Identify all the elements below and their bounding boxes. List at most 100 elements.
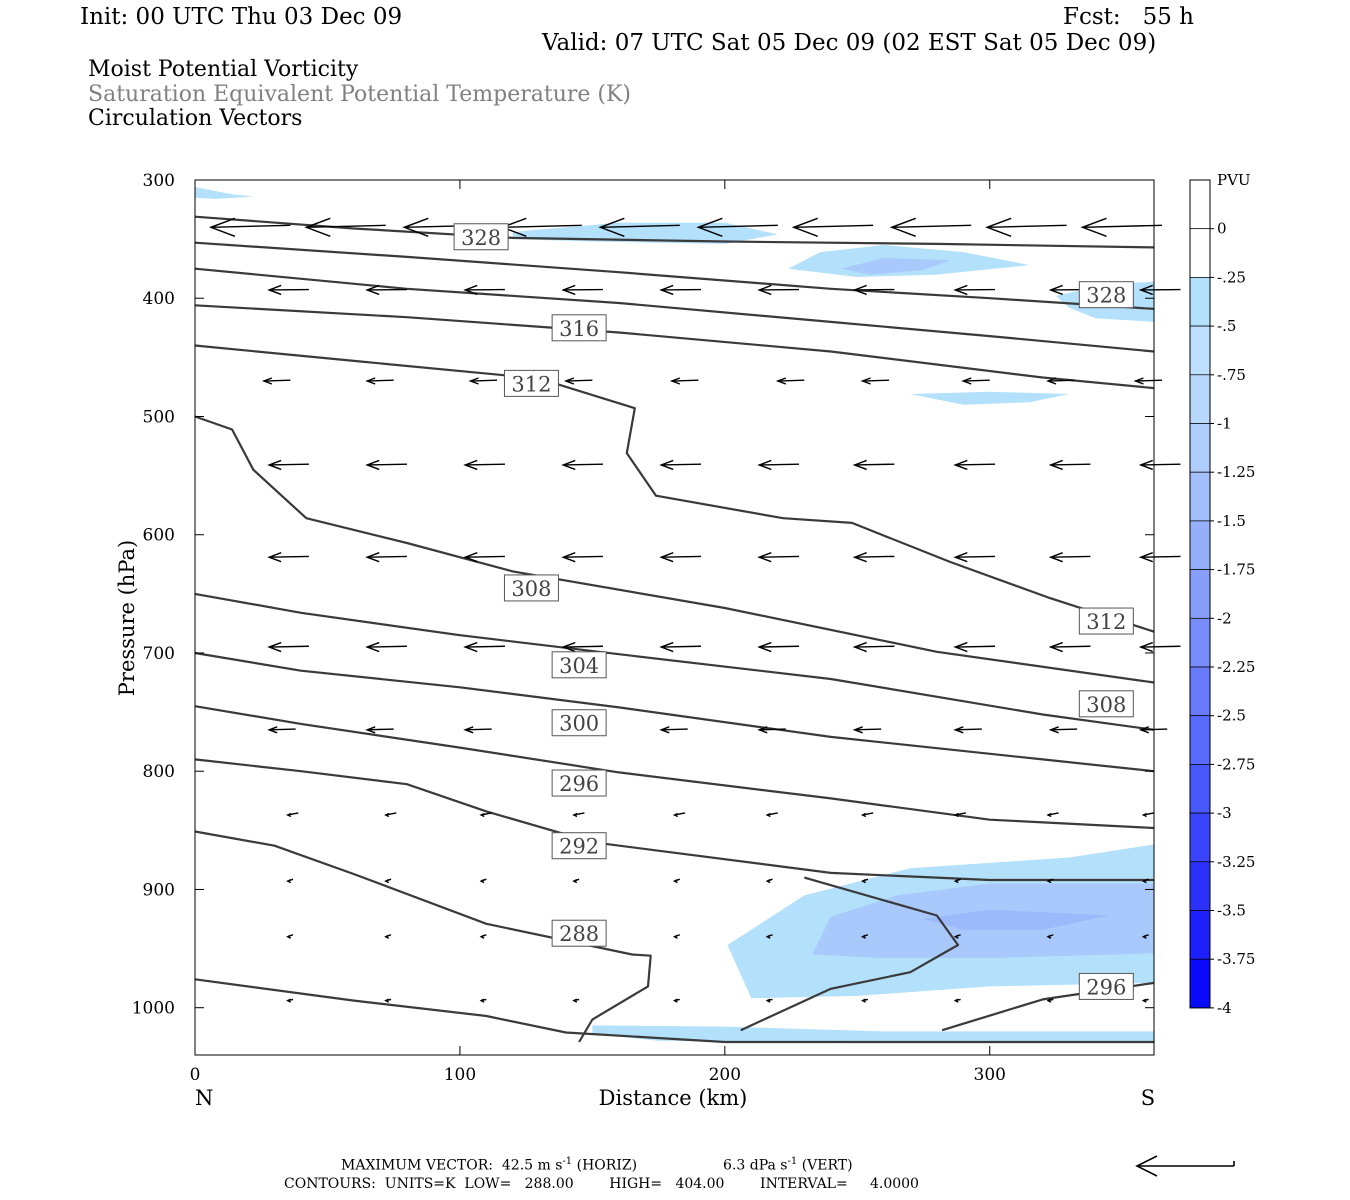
vector-head <box>765 934 771 939</box>
vector-head <box>1046 377 1057 385</box>
vector-head <box>852 284 867 296</box>
vector-head <box>1080 217 1107 237</box>
vector-head <box>953 879 959 884</box>
vector-head <box>1138 641 1153 653</box>
colorbar: 0 -.25 -.5 -.75 -1 -1.25 -1.5 -1.75 -2 -2.25 -2.5 -… <box>1189 179 1255 1017</box>
contour-label-box <box>1078 972 1134 1000</box>
colorbar-frame <box>1189 179 1211 1009</box>
contour-label-text: 312 <box>511 372 551 396</box>
contour-label-box <box>551 651 607 679</box>
theta-contour-292 <box>194 758 1154 882</box>
circulation-vector <box>1141 812 1155 818</box>
contour-label-text: 296 <box>559 772 599 796</box>
circulation-vector <box>208 217 291 237</box>
theta-contour-316 <box>194 304 1155 390</box>
circulation-vector <box>1046 998 1054 1003</box>
circulation-vector <box>953 934 961 939</box>
vector-shaft <box>963 379 990 382</box>
vector-shaft <box>891 224 972 228</box>
vector-head <box>953 998 959 1003</box>
circulation-vector <box>463 726 492 734</box>
circulation-vector <box>765 812 778 818</box>
max-vector-line: MAXIMUM VECTOR: 42.5 m s-1 (HORIZ) 6.3 dP… <box>341 1156 853 1174</box>
vector-shaft <box>1050 645 1091 648</box>
circulation-vector <box>659 641 702 653</box>
circulation-vector <box>860 812 874 818</box>
contour-label-box <box>1078 690 1134 718</box>
vector-shaft <box>565 379 593 382</box>
vector-head <box>791 217 818 237</box>
vector-shaft <box>1140 555 1181 558</box>
north-marker: N <box>195 1086 213 1110</box>
circulation-vectors <box>208 217 1181 1003</box>
contour-label-text: 328 <box>461 226 501 250</box>
circulation-vector <box>598 217 680 237</box>
vector-head <box>563 377 575 385</box>
circulation-vector <box>861 998 869 1003</box>
circulation-vector <box>953 552 996 563</box>
circulation-vector <box>1048 726 1078 734</box>
circulation-vector <box>479 878 487 884</box>
colorbar-swatch <box>1189 374 1211 424</box>
vector-head <box>479 934 485 939</box>
circulation-vector <box>757 726 786 734</box>
pv-shaded-region <box>910 391 1070 405</box>
vector-head <box>561 552 576 563</box>
vector-head <box>479 812 485 818</box>
vector-head <box>365 377 376 385</box>
colorbar-swatch <box>1189 179 1211 230</box>
contour-label-text: 312 <box>1086 610 1126 634</box>
contour-label-box <box>551 709 607 737</box>
vector-head <box>463 284 478 296</box>
vector-head <box>463 641 478 653</box>
vector-head <box>860 377 871 385</box>
vector-head <box>1046 998 1052 1003</box>
circulation-vector <box>672 998 680 1003</box>
circulation-vector <box>791 217 874 237</box>
vector-shaft <box>465 728 492 731</box>
circulation-vector <box>953 284 996 296</box>
vector-head <box>365 726 376 734</box>
vector-head <box>757 552 772 563</box>
vector-head <box>669 377 681 385</box>
circulation-vector <box>1048 459 1091 471</box>
vector-head <box>1048 552 1063 563</box>
colorbar-unit: PVU <box>1217 171 1251 189</box>
colorbar-label: -.75 <box>1217 366 1246 384</box>
vector-head <box>1141 998 1147 1003</box>
vector-shaft <box>854 645 895 648</box>
colorbar-label: -1.75 <box>1217 561 1255 579</box>
vector-head <box>1138 284 1153 296</box>
y-tick-label: 600 <box>143 526 175 546</box>
circulation-vector <box>365 459 407 471</box>
circulation-vector <box>479 934 487 939</box>
vector-head <box>208 217 236 237</box>
vector-head <box>696 217 723 237</box>
contour-label: 312 <box>503 369 559 397</box>
vector-head <box>861 879 866 884</box>
circulation-vector <box>267 284 309 296</box>
circulation-vector <box>672 934 681 939</box>
south-marker: S <box>1141 1086 1155 1110</box>
circulation-vector <box>384 934 392 939</box>
vector-shaft <box>955 728 982 731</box>
vector-shaft <box>600 224 680 228</box>
vector-shaft <box>502 224 582 228</box>
vector-shaft <box>1135 379 1162 382</box>
vector-shaft <box>759 555 800 558</box>
vector-head <box>953 284 968 296</box>
circulation-vector <box>1046 812 1059 818</box>
contour-label-text: 308 <box>1086 693 1126 717</box>
vector-shaft <box>269 555 309 558</box>
circulation-vector <box>669 377 699 385</box>
contour-label: 308 <box>503 574 559 602</box>
theta-contour-292 <box>740 876 960 1032</box>
contour-label: 328 <box>1078 281 1134 309</box>
theta-contour-308 <box>194 415 1155 684</box>
circulation-vector <box>953 459 996 471</box>
contour-label-box <box>1078 607 1134 635</box>
circulation-vector <box>463 552 505 563</box>
vector-shaft <box>563 555 603 558</box>
vector-head <box>572 998 578 1003</box>
